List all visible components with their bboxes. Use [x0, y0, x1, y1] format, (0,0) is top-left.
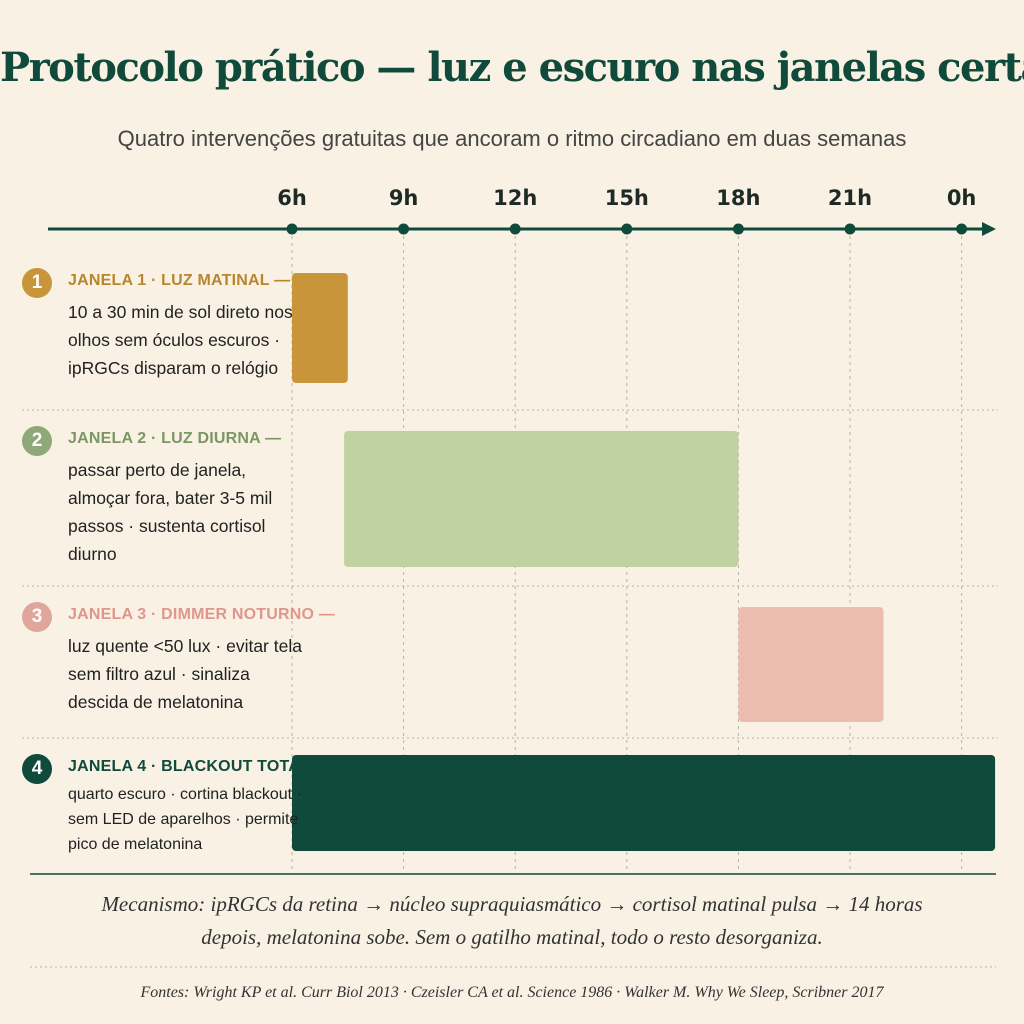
mechanism-note: Mecanismo: ipRGCs da retina → núcleo sup…	[101, 892, 923, 949]
tick-label-1: 9h	[389, 186, 419, 210]
window-2-bar	[344, 431, 739, 567]
tick-dot-2	[509, 223, 521, 235]
window-1-description: 10 a 30 min de sol direto nos olhos sem …	[68, 302, 293, 378]
tick-dot-0	[286, 223, 298, 235]
tick-dot-4	[732, 223, 744, 235]
tick-label-5: 21h	[828, 186, 872, 210]
tick-dot-5	[844, 223, 856, 235]
window-4-title: JANELA 4 · BLACKOUT TOTAL —	[68, 758, 331, 775]
window-3-description: luz quente <50 lux · evitar tela sem fil…	[68, 636, 302, 712]
tick-dot-1	[398, 223, 410, 235]
window-4-description: quarto escuro · cortina blackout · sem L…	[68, 786, 302, 853]
tick-dot-6	[956, 223, 968, 235]
window-4-number-badge: 4	[22, 754, 52, 784]
window-2-title: JANELA 2 · LUZ DIURNA —	[68, 430, 282, 447]
window-1-bar	[292, 273, 348, 383]
time-axis-arrow-icon	[982, 222, 996, 236]
tick-dot-3	[621, 223, 633, 235]
window-3-bar	[738, 607, 884, 722]
window-1-title: JANELA 1 · LUZ MATINAL —	[68, 272, 291, 289]
window-2-number-badge: 2	[22, 426, 52, 456]
tick-label-4: 18h	[716, 186, 760, 210]
sources-citation: Fontes: Wright KP et al. Curr Biol 2013 …	[140, 984, 884, 1001]
tick-label-6: 0h	[947, 186, 977, 210]
tick-label-0: 6h	[277, 186, 307, 210]
window-2-description: passar perto de janela, almoçar fora, ba…	[68, 460, 273, 564]
tick-label-2: 12h	[493, 186, 537, 210]
page-subtitle: Quatro intervenções gratuitas que ancora…	[117, 126, 907, 151]
tick-label-3: 15h	[605, 186, 649, 210]
window-3-title: JANELA 3 · DIMMER NOTURNO —	[68, 606, 336, 623]
window-1-number-badge: 1	[22, 268, 52, 298]
window-3-number-badge: 3	[22, 602, 52, 632]
window-4-bar	[292, 755, 996, 851]
page-title: Protocolo prático — luz e escuro nas jan…	[0, 44, 1024, 91]
